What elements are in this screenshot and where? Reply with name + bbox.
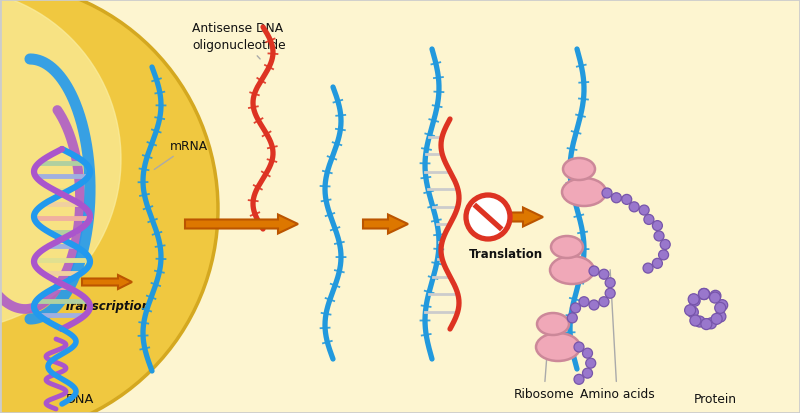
Circle shape xyxy=(701,319,712,330)
Circle shape xyxy=(0,0,121,330)
FancyArrow shape xyxy=(185,215,298,234)
Circle shape xyxy=(710,291,721,301)
Circle shape xyxy=(688,294,699,305)
Circle shape xyxy=(711,313,722,325)
Circle shape xyxy=(660,240,670,250)
Ellipse shape xyxy=(550,256,594,284)
Circle shape xyxy=(589,266,599,276)
Circle shape xyxy=(644,215,654,225)
Circle shape xyxy=(567,313,578,323)
Circle shape xyxy=(639,206,649,216)
Circle shape xyxy=(0,0,218,413)
Text: Protein: Protein xyxy=(694,392,737,405)
Text: Amino acids: Amino acids xyxy=(580,270,654,400)
Circle shape xyxy=(622,195,632,205)
Circle shape xyxy=(710,292,721,303)
Ellipse shape xyxy=(563,159,595,180)
Circle shape xyxy=(714,303,726,313)
FancyArrow shape xyxy=(363,215,408,234)
Circle shape xyxy=(685,305,696,316)
Circle shape xyxy=(629,202,639,212)
Circle shape xyxy=(579,297,589,307)
FancyArrow shape xyxy=(82,275,132,289)
Circle shape xyxy=(715,311,726,322)
Circle shape xyxy=(654,231,664,241)
Circle shape xyxy=(717,300,728,311)
Circle shape xyxy=(611,193,622,203)
Ellipse shape xyxy=(537,313,569,335)
Circle shape xyxy=(687,307,698,318)
Ellipse shape xyxy=(536,333,580,361)
Text: Translation: Translation xyxy=(469,247,543,260)
Circle shape xyxy=(690,315,701,326)
Text: Ribosome: Ribosome xyxy=(514,344,574,400)
Circle shape xyxy=(694,316,705,327)
Circle shape xyxy=(689,296,700,306)
Text: mRNA: mRNA xyxy=(154,140,208,170)
Circle shape xyxy=(582,348,593,358)
Ellipse shape xyxy=(562,178,606,206)
Circle shape xyxy=(602,189,612,199)
Circle shape xyxy=(582,368,593,378)
Circle shape xyxy=(605,278,615,288)
Circle shape xyxy=(643,263,653,273)
Circle shape xyxy=(652,259,662,269)
Circle shape xyxy=(698,289,710,300)
Circle shape xyxy=(570,303,581,313)
Circle shape xyxy=(698,289,710,300)
Text: DNA: DNA xyxy=(66,386,94,405)
Ellipse shape xyxy=(551,236,583,259)
Circle shape xyxy=(586,358,596,368)
Circle shape xyxy=(599,297,609,307)
Circle shape xyxy=(706,318,717,329)
Text: Transcription: Transcription xyxy=(63,299,150,312)
Circle shape xyxy=(652,221,662,231)
Circle shape xyxy=(589,300,599,310)
Circle shape xyxy=(574,375,584,385)
Circle shape xyxy=(599,270,609,280)
Circle shape xyxy=(698,289,710,300)
FancyArrow shape xyxy=(470,208,543,227)
Circle shape xyxy=(605,289,615,299)
Circle shape xyxy=(658,250,669,260)
Circle shape xyxy=(466,195,510,240)
Circle shape xyxy=(574,342,584,352)
Text: Antisense DNA
oligonucleotide: Antisense DNA oligonucleotide xyxy=(192,22,286,60)
